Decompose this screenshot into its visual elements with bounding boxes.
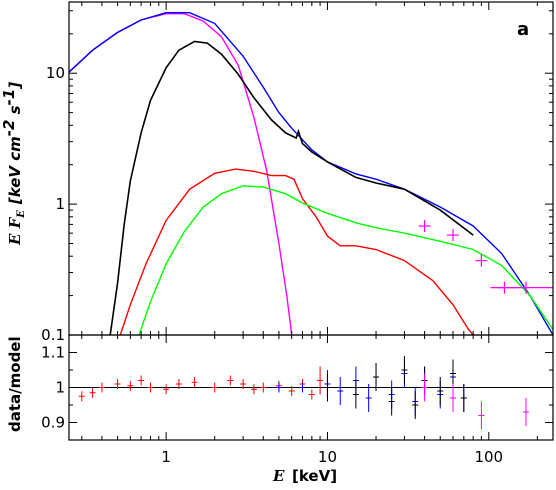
residual-point-red [308,389,315,400]
top-panel-series [69,12,553,335]
top-series-red-line [119,168,474,335]
svg-text:data/model: data/model [6,336,24,432]
top-panel-frame [68,1,554,336]
top-y-tick-label: 0.1 [41,326,65,344]
residual-point-red [175,379,182,389]
residual-point-magenta [421,373,428,402]
residual-point-blue [365,384,372,412]
residual-point-black_data [388,387,395,416]
residual-point-black_data [352,380,359,409]
top-series-magenta-line [69,13,293,335]
residual-point-black_data [412,391,419,419]
top-series-blue-line [69,12,553,335]
top-y-tick-label: 10 [46,64,65,82]
residual-point-red [89,387,96,398]
residual-point-black_data [401,356,408,384]
residual-point-red [127,380,134,391]
svg-text:[keV]: [keV] [292,467,337,485]
bottom-y-tick-label: 1 [55,379,65,397]
residual-point-red [250,384,257,395]
x-axis-label: E [keV] [272,467,337,485]
residual-point-black_data [373,363,380,391]
bottom-panel-series [69,356,553,430]
residual-point-red [138,375,145,386]
top-data-point [418,220,431,233]
axis-ticks: 1 10 100 0.1 1 10 0.9 1 1.1 [41,2,553,466]
panel-label: a [517,19,529,40]
residual-point-red [240,379,247,389]
x-tick-label: 1 [161,448,171,466]
residual-point-black_data [450,359,457,388]
residual-point-red [147,382,154,393]
x-tick-label: 10 [318,448,337,466]
bottom-y-tick-label: 1.1 [41,344,65,362]
bottom-y-tick-label: 0.9 [41,414,65,432]
residual-point-blue [275,382,282,393]
residual-point-red [163,384,170,395]
svg-text:E FE[keV cm-2 s-1]: E FE[keV cm-2 s-1] [0,82,27,246]
residual-point-black_data [460,384,467,412]
residual-point-red [78,391,85,402]
residual-point-red [260,382,267,393]
svg-text:E: E [272,467,285,485]
top-data-point [447,229,460,242]
x-tick-label: 100 [474,448,503,466]
residual-point-blue [299,382,306,393]
top-data-point [497,281,553,294]
residual-point-black_data [437,377,444,405]
residual-point-red [288,386,295,396]
residual-point-black_data [324,373,331,402]
residual-point-red [191,377,198,388]
top-series-black_data-line [109,40,474,335]
top-y-tick-label: 1 [55,195,65,213]
residual-point-magenta [450,384,457,412]
top-y-axis-label: E FE[keV cm-2 s-1] [0,82,27,246]
bottom-y-axis-label: data/model [6,336,24,432]
residual-point-blue [337,377,344,405]
residual-point-red [211,382,218,393]
residual-point-red [114,379,121,389]
top-series-green-line [138,185,553,335]
residual-point-magenta [478,401,485,430]
residual-point-magenta [522,398,529,426]
top-data-point [475,254,488,267]
residual-point-red [227,375,234,386]
residual-point-red [98,382,105,393]
residual-point-red [317,366,324,395]
